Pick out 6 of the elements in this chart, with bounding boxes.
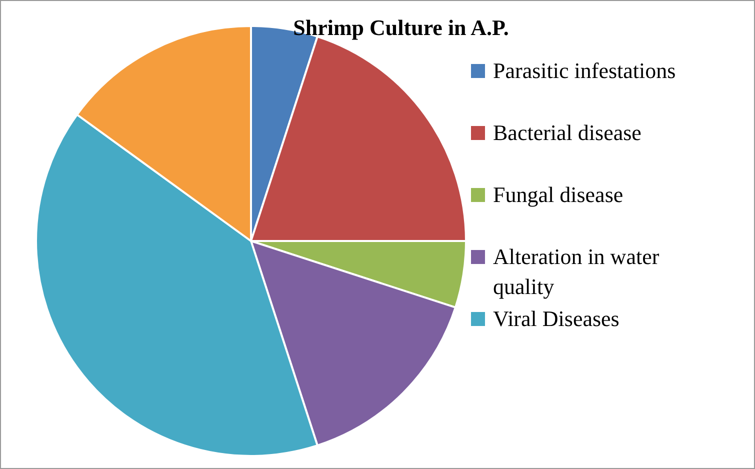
legend-label: Parasitic infestations [493, 57, 677, 85]
legend-label: Alteration in water quality [493, 243, 660, 301]
chart-title: Shrimp Culture in A.P. [292, 15, 510, 41]
legend-label: Fungal disease [493, 181, 624, 209]
legend-label: Viral Diseases [493, 305, 620, 333]
legend-label: Bacterial disease [493, 119, 642, 147]
